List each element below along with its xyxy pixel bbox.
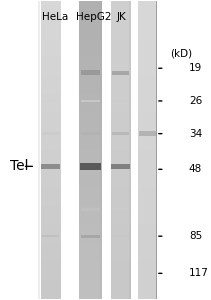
Bar: [42, 133, 59, 135]
Bar: [81, 235, 100, 238]
Bar: [112, 235, 129, 237]
Bar: [111, 164, 130, 169]
Bar: [112, 132, 129, 135]
Text: HepG2: HepG2: [76, 12, 112, 22]
Bar: [112, 208, 129, 211]
Text: HeLa: HeLa: [42, 12, 69, 22]
Bar: [80, 163, 101, 170]
Text: JK: JK: [116, 12, 126, 22]
Bar: [42, 235, 59, 237]
Text: 117: 117: [189, 268, 209, 278]
Bar: [112, 100, 129, 102]
Text: 19: 19: [189, 63, 202, 73]
Bar: [112, 71, 129, 75]
Bar: [81, 208, 100, 211]
Text: (kD): (kD): [170, 49, 192, 59]
Bar: [42, 100, 59, 102]
Bar: [81, 70, 100, 75]
Bar: [81, 100, 100, 102]
Bar: [81, 132, 100, 135]
Bar: [139, 131, 156, 136]
Text: 85: 85: [189, 231, 202, 241]
Text: 26: 26: [189, 96, 202, 106]
Text: Tel: Tel: [10, 159, 28, 173]
Bar: [41, 164, 60, 169]
Text: 48: 48: [189, 164, 202, 174]
Text: 34: 34: [189, 129, 202, 139]
